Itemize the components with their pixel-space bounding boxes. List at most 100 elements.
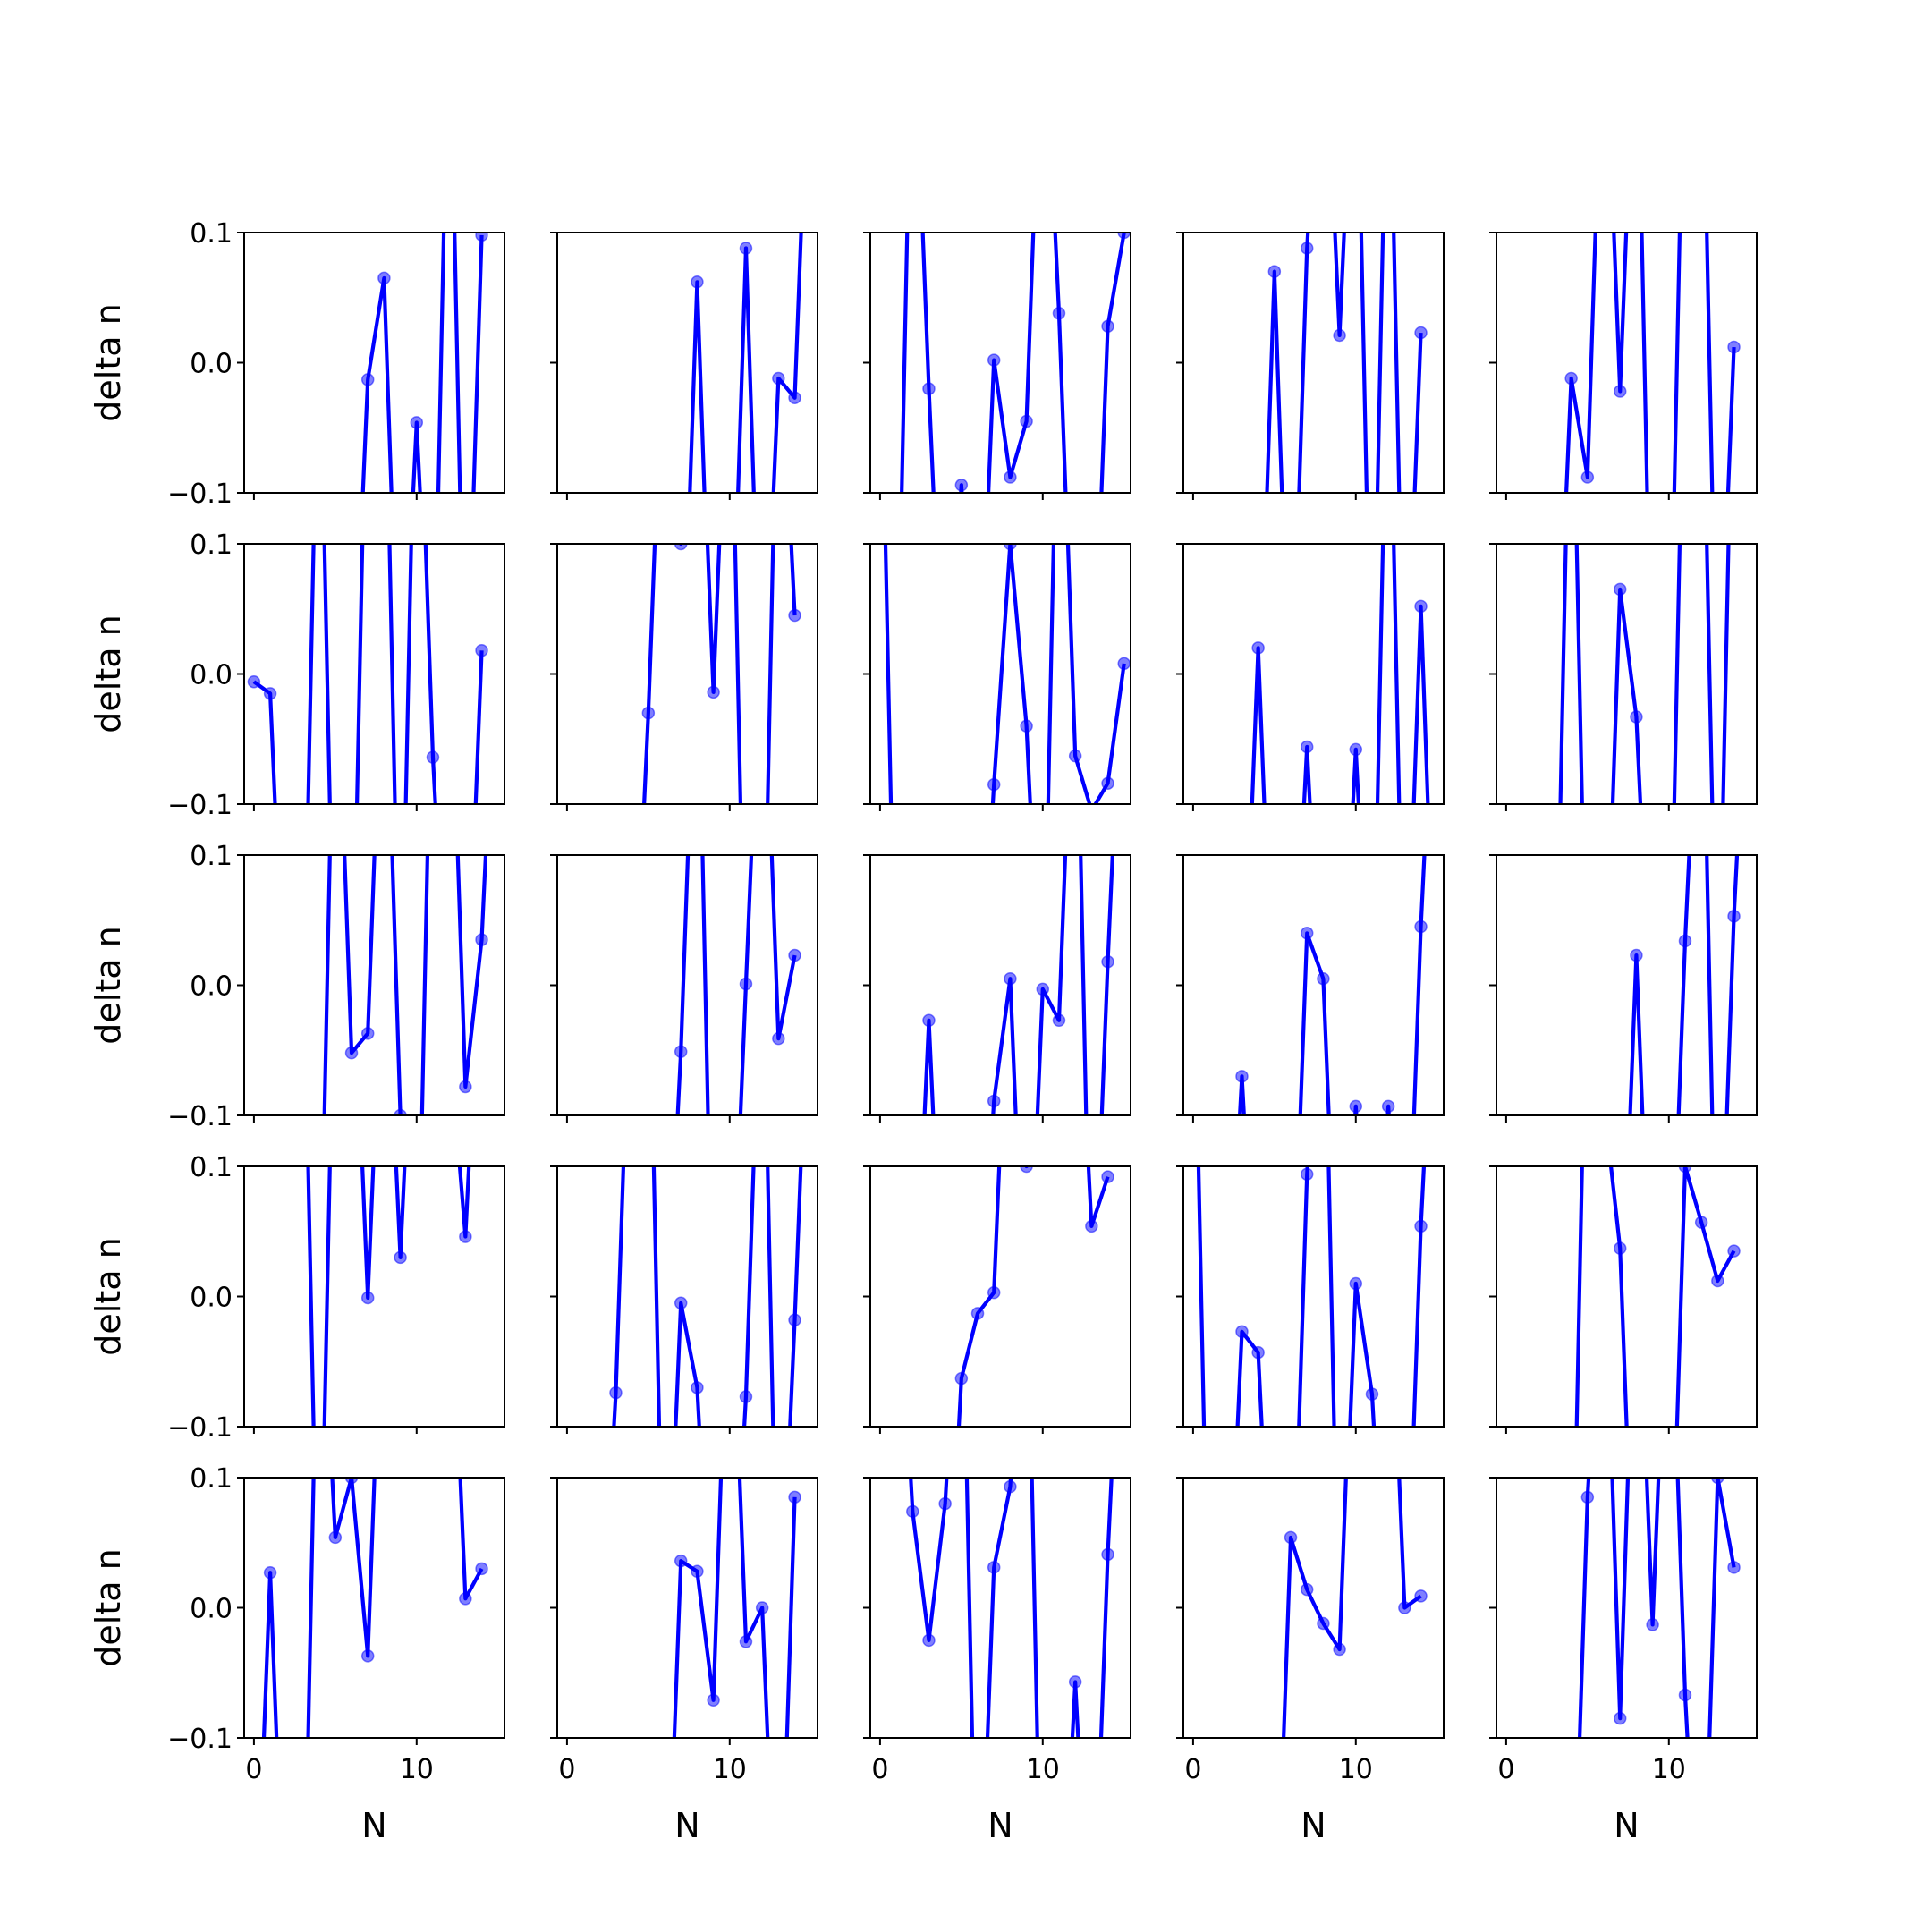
subplot: 0 10 N xyxy=(550,1477,818,1845)
plot-area xyxy=(247,544,488,804)
data-point xyxy=(1414,599,1428,614)
y-tick-label: 0.0 xyxy=(190,971,233,1003)
subplot xyxy=(863,543,1131,811)
data-point xyxy=(1101,1170,1114,1183)
subplot xyxy=(1176,543,1445,811)
subplot: 0 10 N xyxy=(1489,1477,1758,1845)
data-point xyxy=(1251,641,1265,655)
plot-area xyxy=(360,233,488,493)
data-point xyxy=(1300,927,1314,940)
data-point xyxy=(459,1592,472,1606)
data-point xyxy=(691,1564,704,1579)
data-point xyxy=(426,750,440,764)
data-point xyxy=(1235,1070,1249,1083)
data-point xyxy=(1052,1013,1066,1028)
x-tick-label: 0 xyxy=(1497,1754,1514,1785)
data-point xyxy=(1630,710,1643,724)
data-point xyxy=(1694,1216,1708,1229)
subplot: −0.1 0.0 0.1 delta n xyxy=(89,841,505,1132)
data-line xyxy=(922,855,1114,1115)
subplot xyxy=(550,232,818,500)
x-tick-label: 10 xyxy=(1026,1754,1060,1785)
x-axis-label: N xyxy=(361,1806,386,1845)
data-point xyxy=(739,1635,753,1648)
data-point xyxy=(410,416,424,429)
data-point xyxy=(1727,340,1741,354)
y-axis-label: delta n xyxy=(89,926,128,1044)
data-line xyxy=(1237,855,1427,1115)
x-tick-label: 0 xyxy=(871,1754,888,1785)
data-point xyxy=(394,1250,407,1265)
data-point xyxy=(1020,719,1033,733)
data-point xyxy=(1300,242,1314,255)
data-point xyxy=(788,1313,801,1326)
plot-area xyxy=(1196,1166,1428,1427)
data-point xyxy=(1052,306,1066,320)
data-point xyxy=(1101,319,1114,334)
data-point xyxy=(772,1031,785,1046)
data-point xyxy=(739,242,753,255)
data-point xyxy=(1117,233,1131,240)
y-tick-label: −0.1 xyxy=(167,479,233,510)
plot-area xyxy=(609,1166,803,1427)
subplot: 0 10 N xyxy=(863,1477,1131,1845)
data-point xyxy=(247,674,261,689)
data-point xyxy=(360,1649,375,1663)
subplot xyxy=(1176,232,1445,500)
data-point xyxy=(1414,1589,1428,1603)
data-point xyxy=(674,1045,688,1058)
plot-area xyxy=(322,855,488,1115)
data-point xyxy=(1678,1166,1692,1174)
data-point xyxy=(1068,749,1082,763)
data-point xyxy=(1613,1711,1627,1725)
data-point xyxy=(1267,265,1282,278)
data-point xyxy=(1630,948,1643,962)
x-axis-label: N xyxy=(1614,1806,1639,1845)
data-point xyxy=(1284,1530,1298,1545)
y-tick-label: 0.0 xyxy=(190,349,233,380)
plot-area xyxy=(1578,1478,1741,1738)
data-point xyxy=(1020,1166,1033,1174)
data-point xyxy=(1085,1219,1098,1233)
x-axis-label: N xyxy=(1301,1806,1326,1845)
data-point xyxy=(263,1565,277,1580)
x-axis-label: N xyxy=(674,1806,699,1845)
data-point xyxy=(922,1633,936,1648)
data-point xyxy=(987,1561,1001,1574)
data-point xyxy=(1414,919,1428,934)
plot-area xyxy=(641,544,801,804)
data-point xyxy=(938,1496,952,1511)
data-point xyxy=(906,1504,919,1519)
y-tick-label: 0.0 xyxy=(190,1594,233,1625)
data-point xyxy=(609,1385,623,1400)
data-point xyxy=(691,1381,704,1394)
subplot: −0.1 0.0 0.1 0 10 delta n N xyxy=(89,1463,505,1845)
y-tick-label: 0.1 xyxy=(190,530,233,561)
plot-area xyxy=(674,855,801,1115)
data-point xyxy=(1317,1616,1330,1631)
subplot xyxy=(863,854,1131,1123)
subplot xyxy=(550,1165,818,1434)
plot-area xyxy=(922,855,1114,1115)
data-point xyxy=(1727,1561,1741,1574)
data-point xyxy=(1711,1478,1724,1485)
data-point xyxy=(1398,1601,1411,1614)
y-tick-label: 0.1 xyxy=(190,218,233,250)
x-tick-label: 0 xyxy=(558,1754,575,1785)
plot-area xyxy=(900,233,1131,493)
plot-area xyxy=(883,544,1131,804)
data-point xyxy=(1613,385,1627,398)
data-point xyxy=(1317,971,1330,986)
data-point xyxy=(1613,582,1627,597)
subplot: −0.1 0.0 0.1 delta n xyxy=(89,1152,505,1444)
x-tick-label: 10 xyxy=(713,1754,747,1785)
data-point xyxy=(772,371,785,386)
x-tick-label: 10 xyxy=(1652,1754,1686,1785)
y-tick-label: −0.1 xyxy=(167,790,233,821)
data-point xyxy=(707,1693,720,1707)
x-tick-label: 10 xyxy=(400,1754,434,1785)
plot-area xyxy=(1558,544,1731,804)
data-point xyxy=(788,948,801,962)
data-point xyxy=(1564,371,1578,386)
